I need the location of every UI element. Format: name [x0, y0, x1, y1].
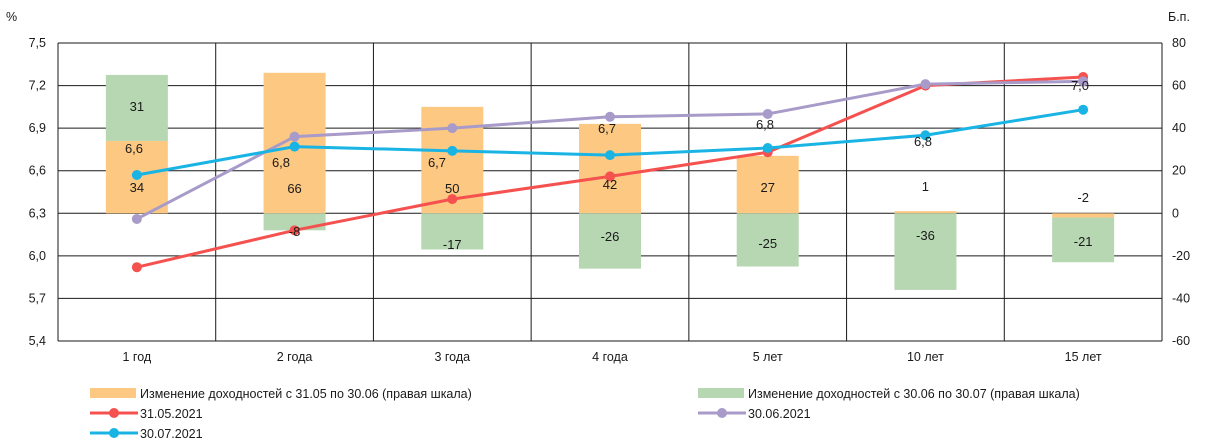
line-value-label: 6,6 — [125, 141, 143, 156]
axis-ticks: 7,5 7,2 6,9 6,6 6,3 6,0 5,7 5,4 80 60 40 20 0 -20 -40 -… — [29, 36, 1191, 364]
right-axis-tick-label: 20 — [1172, 164, 1186, 178]
right-axis-tick-label: 40 — [1172, 121, 1186, 135]
left-axis-tick-label: 6,9 — [29, 121, 46, 135]
line-value-label: 6,7 — [428, 155, 446, 170]
right-axis-tick-label: -20 — [1172, 249, 1190, 263]
series-point-30.06.2021 — [447, 123, 458, 134]
bar-change-june-july — [579, 213, 641, 269]
x-axis-tick-label: 1 год — [123, 350, 152, 364]
bar-value-label: -8 — [289, 224, 301, 239]
right-axis-unit: Б.п. — [1168, 10, 1190, 24]
left-axis-tick-label: 6,0 — [29, 249, 46, 263]
legend: Изменение доходностей с 31.05 по 30.06 (… — [90, 387, 1080, 441]
bar-value-label: 66 — [287, 181, 301, 196]
series-point-31.05.2021 — [447, 194, 458, 205]
legend-swatch-marker — [109, 428, 119, 438]
series-point-30.06.2021 — [1078, 76, 1089, 87]
line-points — [131, 72, 1089, 273]
x-axis-tick-label: 2 года — [277, 350, 313, 364]
bar-value-label: -25 — [758, 236, 777, 251]
left-axis-unit: % — [6, 10, 17, 24]
series-point-30.06.2021 — [289, 131, 300, 142]
series-point-30.07.2021 — [605, 150, 615, 161]
left-axis-tick-label: 6,6 — [29, 164, 46, 178]
line-value-label: 6,7 — [598, 121, 616, 136]
legend-swatch-marker — [717, 408, 727, 418]
line-value-label: 6,8 — [272, 155, 290, 170]
series-point-31.05.2021 — [289, 225, 300, 236]
series-point-30.07.2021 — [920, 130, 931, 141]
left-axis-tick-label: 5,7 — [29, 291, 46, 305]
x-axis-tick-label: 5 лет — [753, 350, 783, 364]
bar-change-may-june — [579, 123, 641, 214]
x-axis-tick-label: 10 лет — [907, 350, 944, 364]
bar-value-label: -21 — [1074, 234, 1093, 249]
bar-value-label: -17 — [443, 237, 462, 252]
bar-change-may-june — [1052, 213, 1115, 218]
bar-change-may-june — [736, 155, 799, 214]
left-axis-tick-label: 7,2 — [29, 79, 46, 93]
x-axis-tick-label: 4 года — [592, 350, 628, 364]
series-point-31.05.2021 — [131, 262, 142, 273]
series-point-31.05.2021 — [605, 171, 615, 182]
series-point-30.06.2021 — [762, 108, 773, 119]
series-point-30.07.2021 — [289, 141, 300, 152]
line-value-label: 6,8 — [914, 134, 932, 149]
bar-value-label: -2 — [1077, 190, 1089, 205]
left-axis-tick-label: 5,4 — [29, 334, 46, 348]
legend-swatch-bar — [90, 388, 136, 398]
legend-swatch-bar — [698, 388, 744, 398]
bar-value-label: 42 — [603, 177, 617, 192]
bar-change-june-july — [736, 213, 799, 267]
legend-label: 30.06.2021 — [748, 407, 811, 421]
series-point-30.06.2021 — [920, 79, 931, 90]
left-axis-tick-label: 7,5 — [29, 36, 46, 50]
series-point-30.07.2021 — [762, 143, 773, 154]
series-point-30.06.2021 — [605, 111, 615, 122]
series-point-30.07.2021 — [131, 169, 142, 180]
right-axis-tick-label: -40 — [1172, 291, 1190, 305]
legend-swatch-marker — [109, 408, 119, 418]
x-axis-tick-label: 15 лет — [1065, 350, 1102, 364]
bar-change-june-july — [894, 213, 957, 290]
series-point-30.07.2021 — [1078, 104, 1089, 115]
bar-value-label: 50 — [445, 181, 459, 196]
right-axis-tick-label: 0 — [1172, 206, 1179, 220]
right-axis-tick-label: 80 — [1172, 36, 1186, 50]
right-axis-tick-label: 60 — [1172, 79, 1186, 93]
line-value-label: 6,8 — [756, 117, 774, 132]
legend-label: Изменение доходностей с 30.06 по 30.07 (… — [748, 387, 1080, 401]
legend-label: 31.05.2021 — [140, 407, 203, 421]
data-labels: 34 31 66 -8 50 -17 42 -26 27 -25 1 -36 -2 -21 6,6 6,8 6,… — [125, 78, 1093, 252]
bar-change-may-june — [894, 211, 957, 214]
bar-change-june-july — [105, 74, 168, 141]
legend-label: 30.07.2021 — [140, 427, 203, 441]
x-axis-tick-label: 3 года — [434, 350, 470, 364]
series-point-30.06.2021 — [131, 213, 142, 224]
bar-value-label: 34 — [130, 180, 144, 195]
bar-value-label: 1 — [922, 179, 929, 194]
bar-change-june-july — [1052, 217, 1115, 263]
bar-value-label: 31 — [130, 99, 144, 114]
bar-value-label: -26 — [601, 229, 620, 244]
legend-label: Изменение доходностей с 31.05 по 30.06 (… — [140, 387, 472, 401]
bar-value-label: -36 — [916, 228, 935, 243]
line-value-label: 7,0 — [1071, 78, 1089, 93]
right-axis-tick-label: -60 — [1172, 334, 1190, 348]
series-point-30.07.2021 — [447, 145, 458, 156]
bar-change-june-july — [421, 213, 484, 250]
left-axis-tick-label: 6,3 — [29, 206, 46, 220]
bar-value-label: 27 — [760, 180, 774, 195]
